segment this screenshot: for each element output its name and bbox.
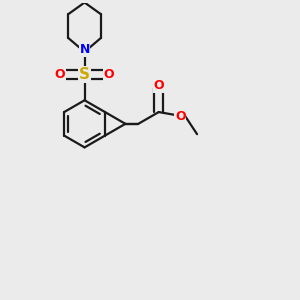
Text: O: O [175, 110, 186, 123]
Text: N: N [80, 43, 90, 56]
Text: S: S [79, 67, 90, 82]
Text: O: O [104, 68, 114, 81]
Text: O: O [153, 80, 164, 92]
Text: O: O [55, 68, 65, 81]
